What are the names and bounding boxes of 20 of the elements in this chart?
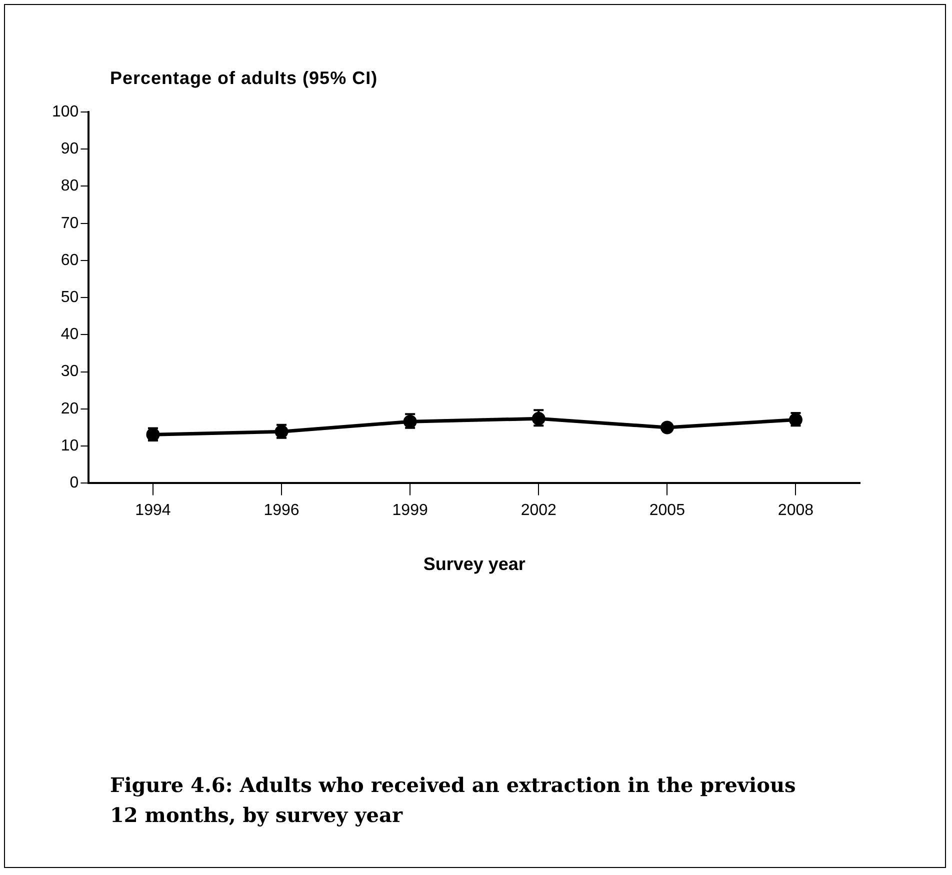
x-tick-label: 2005 bbox=[649, 502, 686, 520]
x-tick-label: 2002 bbox=[520, 502, 557, 520]
y-axis-title: Percentage of adults (95% CI) bbox=[110, 68, 378, 89]
y-tick-label: 0 bbox=[70, 474, 79, 492]
y-tick-label: 100 bbox=[52, 103, 79, 120]
x-tick-label: 1996 bbox=[264, 502, 300, 520]
y-tick-label: 80 bbox=[60, 178, 79, 195]
x-axis-title: Survey year bbox=[423, 554, 526, 574]
x-tick-label: 1994 bbox=[135, 502, 171, 520]
y-tick-label: 70 bbox=[60, 214, 79, 232]
x-tick-label: 1999 bbox=[392, 502, 428, 520]
y-tick-label: 30 bbox=[60, 363, 79, 380]
y-tick-label: 10 bbox=[60, 437, 79, 454]
text: Figure 4.6: Adults who received an extraction in the previous 12 months, by survey year bbox=[110, 772, 797, 829]
y-tick-label: 40 bbox=[60, 326, 79, 344]
y-tick-label: 20 bbox=[60, 400, 79, 418]
y-tick-label: 50 bbox=[60, 289, 79, 306]
x-tick-label: 2008 bbox=[778, 502, 814, 520]
y-tick-label: 60 bbox=[60, 252, 79, 269]
y-tick-label: 90 bbox=[60, 140, 79, 158]
